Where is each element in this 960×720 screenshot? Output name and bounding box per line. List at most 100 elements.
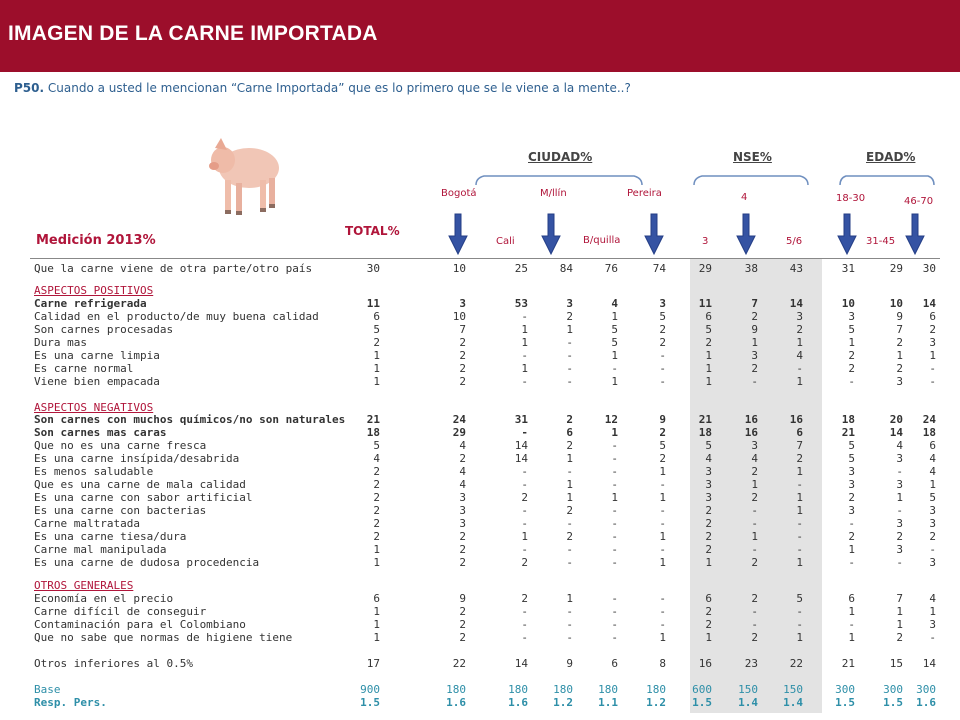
- row-label: Economía en el precio: [34, 592, 174, 605]
- table-cell: 21: [698, 413, 712, 426]
- table-cell: 3: [459, 297, 466, 310]
- row-label: Que la carne viene de otra parte/otro pa…: [34, 262, 313, 275]
- table-cell: 300: [883, 683, 903, 696]
- table-cell: 7: [459, 323, 466, 336]
- table-cell: 1: [796, 465, 803, 478]
- table-cell: 25: [514, 262, 528, 275]
- table-cell: -: [566, 349, 573, 362]
- table-cell: -: [848, 618, 855, 631]
- table-cell: 150: [738, 683, 758, 696]
- table-cell: 180: [553, 683, 573, 696]
- table-cell: -: [659, 543, 666, 556]
- table-cell: 1: [796, 491, 803, 504]
- table-cell: -: [751, 375, 758, 388]
- table-cell: 180: [508, 683, 528, 696]
- table-cell: -: [929, 631, 936, 644]
- table-cell: 2: [751, 592, 758, 605]
- table-cell: 7: [896, 592, 903, 605]
- table-cell: 8: [659, 657, 666, 670]
- table-cell: 9: [659, 413, 666, 426]
- table-row: Son carnes mas caras 18 29-6 1 2 18 16 6 21 14 18: [0, 426, 960, 439]
- table-cell: 1: [705, 349, 712, 362]
- table-cell: -: [659, 517, 666, 530]
- table-cell: 2: [751, 362, 758, 375]
- table-cell: 2: [566, 413, 573, 426]
- row-label: ASPECTOS POSITIVOS: [34, 284, 154, 297]
- row-label: Viene bien empacada: [34, 375, 160, 388]
- table-cell: 3: [896, 375, 903, 388]
- table-cell: 53: [514, 297, 528, 310]
- table-cell: 3: [848, 504, 855, 517]
- table-cell: -: [521, 517, 528, 530]
- table-cell: 1.4: [738, 696, 758, 709]
- row-label: Carne maltratada: [34, 517, 140, 530]
- table-cell: 2: [566, 310, 573, 323]
- table-cell: 2: [705, 618, 712, 631]
- table-row: Base 900 180 180 180 180 180 600 150 150 300 300 300: [0, 683, 960, 696]
- table-cell: 9: [751, 323, 758, 336]
- table-cell: 5: [705, 323, 712, 336]
- table-cell: 5: [611, 336, 618, 349]
- group-edad: EDAD%: [866, 150, 916, 164]
- table-cell: 6: [929, 310, 936, 323]
- table-cell: 18: [698, 426, 712, 439]
- table-cell: 6: [611, 657, 618, 670]
- table-cell: 18: [922, 426, 936, 439]
- table-cell: 3: [929, 618, 936, 631]
- table-cell: 11: [698, 297, 712, 310]
- table-cell: 84: [559, 262, 573, 275]
- col-mllin: M/llín: [540, 188, 567, 199]
- table-cell: 1: [566, 323, 573, 336]
- table-cell: 1.6: [508, 696, 528, 709]
- table-cell: 2: [848, 530, 855, 543]
- table-row: Que no sabe que normas de higiene tiene 1…: [0, 631, 960, 644]
- table-cell: 4: [929, 592, 936, 605]
- row-label: Es una carne tiesa/dura: [34, 530, 187, 543]
- table-cell: -: [611, 543, 618, 556]
- table-cell: 43: [789, 262, 803, 275]
- nse-shaded-band: [690, 258, 822, 713]
- table-cell: -: [796, 362, 803, 375]
- table-cell: 2: [705, 517, 712, 530]
- table-cell: 11: [366, 297, 380, 310]
- row-label: Es carne normal: [34, 362, 134, 375]
- table-cell: 3: [751, 439, 758, 452]
- table-cell: 3: [459, 491, 466, 504]
- table-cell: 2: [521, 556, 528, 569]
- table-cell: 3: [796, 310, 803, 323]
- table-cell: 1: [796, 631, 803, 644]
- table-cell: 2: [796, 452, 803, 465]
- table-cell: -: [896, 465, 903, 478]
- table-cell: 74: [652, 262, 666, 275]
- table-cell: 2: [459, 618, 466, 631]
- table-cell: 16: [744, 413, 758, 426]
- table-cell: 1: [659, 631, 666, 644]
- table-cell: 2: [705, 336, 712, 349]
- row-label: Son carnes con muchos químicos/no son na…: [34, 413, 346, 426]
- table-cell: 1: [848, 336, 855, 349]
- table-cell: 22: [789, 657, 803, 670]
- table-row: Contaminación para el Colombiano 1 2 - - - - 2 -…: [0, 618, 960, 631]
- row-label: Es una carne de dudosa procedencia: [34, 556, 260, 569]
- table-cell: 2: [566, 530, 573, 543]
- table-cell: -: [659, 504, 666, 517]
- table-cell: -: [521, 465, 528, 478]
- table-cell: 2: [659, 336, 666, 349]
- table-cell: 2: [566, 439, 573, 452]
- table-cell: 4: [459, 439, 466, 452]
- table-cell: 180: [598, 683, 618, 696]
- table-cell: 2: [751, 491, 758, 504]
- table-cell: 1: [373, 556, 380, 569]
- row-label: Son carnes procesadas: [34, 323, 174, 336]
- table-cell: 6: [566, 426, 573, 439]
- table-cell: 2: [896, 530, 903, 543]
- table-row: Que no es una carne fresca 5 4 14 2 - 5 5 3 7 5 4 6: [0, 439, 960, 452]
- table-cell: 16: [698, 657, 712, 670]
- col-e4670: 46-70: [904, 196, 934, 207]
- table-cell: 7: [896, 323, 903, 336]
- col-nse56: 5/6: [786, 236, 803, 247]
- table-cell: -: [659, 349, 666, 362]
- page-title: IMAGEN DE LA CARNE IMPORTADA: [8, 22, 378, 45]
- table-cell: 1: [659, 491, 666, 504]
